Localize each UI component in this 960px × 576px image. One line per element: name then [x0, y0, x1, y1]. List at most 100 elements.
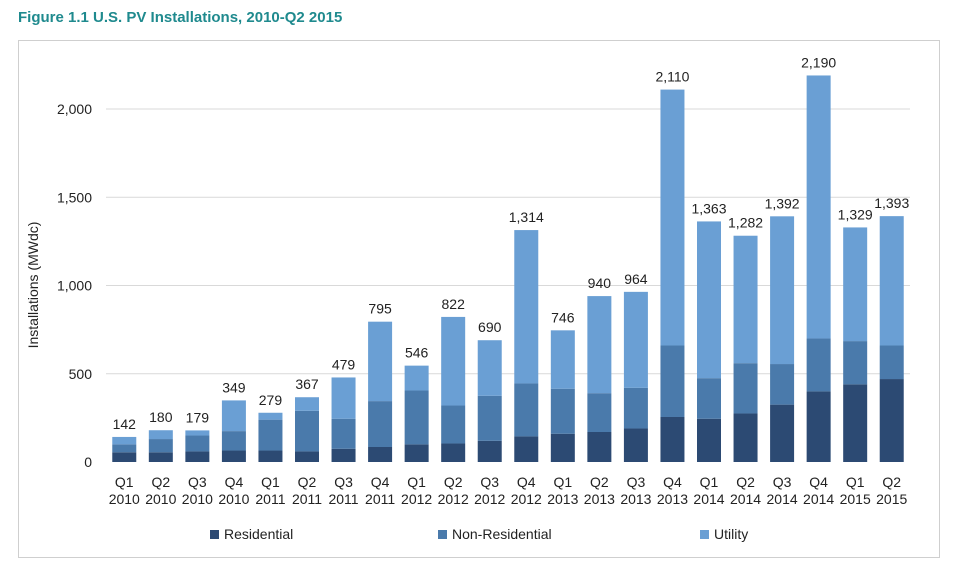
x-tick-quarter: Q3	[773, 474, 792, 490]
x-tick-quarter: Q3	[627, 474, 646, 490]
x-tick-year: 2011	[292, 491, 322, 507]
x-tick-year: 2010	[109, 491, 140, 507]
bar-utility-1	[148, 430, 173, 440]
x-tick-quarter: Q3	[480, 474, 499, 490]
y-tick-label: 2,000	[57, 101, 92, 117]
x-tick-quarter: Q2	[444, 474, 463, 490]
bar-utility-15	[660, 89, 685, 346]
total-label: 1,329	[838, 206, 873, 222]
x-tick-year: 2014	[730, 491, 761, 507]
bar-residential-20	[843, 384, 868, 462]
x-tick-year: 2011	[365, 491, 395, 507]
bar-non-residential-1	[148, 439, 173, 453]
x-tick-year: 2014	[693, 491, 724, 507]
bar-non-residential-10	[477, 395, 502, 441]
total-label: 940	[588, 275, 612, 291]
bar-utility-4	[258, 412, 283, 420]
x-tick-year: 2011	[328, 491, 358, 507]
bar-residential-3	[221, 450, 246, 462]
total-label: 964	[624, 271, 648, 287]
total-label: 2,110	[655, 69, 689, 85]
bar-residential-7	[368, 446, 393, 462]
bar-non-residential-15	[660, 345, 685, 417]
x-tick-year: 2012	[511, 491, 542, 507]
bar-residential-5	[295, 451, 319, 462]
x-tick-quarter: Q3	[188, 474, 207, 490]
total-label: 349	[222, 379, 246, 395]
x-tick-year: 2012	[474, 491, 505, 507]
legend: Residential Non-Residential Utility	[210, 526, 748, 542]
x-tick-year: 2014	[803, 491, 834, 507]
bar-non-residential-21	[879, 345, 904, 380]
x-tick-quarter: Q4	[371, 474, 390, 490]
bar-utility-21	[879, 216, 904, 346]
bar-residential-17	[733, 413, 758, 462]
legend-label: Utility	[714, 526, 748, 542]
bar-utility-18	[770, 216, 795, 365]
bar-utility-2	[185, 430, 210, 436]
bar-utility-9	[441, 316, 466, 406]
x-tick-quarter: Q3	[334, 474, 353, 490]
bar-residential-11	[514, 436, 539, 462]
legend-label: Residential	[224, 526, 293, 542]
bar-utility-10	[477, 340, 502, 396]
x-tick-quarter: Q1	[115, 474, 134, 490]
bar-utility-20	[843, 227, 868, 342]
x-tick-year: 2012	[438, 491, 469, 507]
total-label: 1,314	[509, 209, 544, 225]
total-label: 546	[405, 345, 429, 361]
bar-non-residential-16	[697, 378, 721, 419]
bar-utility-3	[221, 400, 246, 432]
y-tick-label: 500	[69, 366, 93, 382]
bar-residential-21	[879, 379, 904, 462]
bar-residential-2	[185, 451, 210, 462]
bar-utility-7	[368, 321, 393, 402]
y-tick-label: 0	[84, 454, 92, 470]
total-label: 690	[478, 319, 502, 335]
x-tick-year: 2015	[876, 491, 907, 507]
x-tick-year: 2010	[218, 491, 249, 507]
total-label: 822	[442, 296, 466, 312]
bar-non-residential-18	[770, 364, 795, 405]
bar-utility-11	[514, 230, 539, 384]
bar-non-residential-3	[221, 431, 246, 451]
bar-residential-15	[660, 416, 685, 462]
x-tick-quarter: Q2	[882, 474, 901, 490]
bar-non-residential-19	[806, 338, 831, 392]
figure-title: Figure 1.1 U.S. PV Installations, 2010-Q…	[18, 9, 343, 26]
data-labels: 142 180 179 349 279 367 479 795 546 822 690 1,314 74…	[113, 54, 910, 431]
x-tick-quarter: Q1	[261, 474, 280, 490]
legend-swatch-utility	[700, 530, 709, 539]
total-label: 1,363	[691, 200, 726, 216]
x-tick-year: 2010	[145, 491, 176, 507]
x-axis: Q12010Q22010Q32010Q42010Q12011Q22011Q320…	[109, 474, 908, 507]
x-tick-quarter: Q4	[517, 474, 536, 490]
x-tick-year: 2013	[547, 491, 578, 507]
x-tick-quarter: Q4	[663, 474, 682, 490]
legend-swatch-residential	[210, 530, 219, 539]
x-tick-year: 2014	[767, 491, 798, 507]
bar-utility-16	[697, 221, 721, 379]
bar-non-residential-5	[295, 410, 319, 452]
total-label: 1,392	[765, 195, 800, 211]
x-tick-quarter: Q1	[553, 474, 572, 490]
x-tick-quarter: Q2	[590, 474, 609, 490]
bar-non-residential-2	[185, 435, 210, 452]
total-label: 795	[368, 301, 392, 317]
legend-label: Non-Residential	[452, 526, 552, 542]
chart-frame	[18, 40, 940, 558]
total-label: 479	[332, 356, 356, 372]
bar-non-residential-12	[550, 388, 575, 434]
y-axis-title: Installations (MWdc)	[25, 222, 41, 349]
bar-utility-12	[550, 330, 575, 389]
bar-non-residential-7	[368, 401, 393, 447]
bar-residential-8	[404, 444, 429, 462]
bar-residential-4	[258, 450, 283, 462]
bar-utility-6	[331, 377, 356, 419]
x-tick-quarter: Q1	[846, 474, 865, 490]
bar-residential-0	[112, 452, 137, 462]
x-tick-year: 2013	[657, 491, 688, 507]
bar-residential-18	[770, 404, 795, 462]
bar-residential-14	[623, 428, 648, 462]
bar-residential-12	[550, 433, 575, 462]
